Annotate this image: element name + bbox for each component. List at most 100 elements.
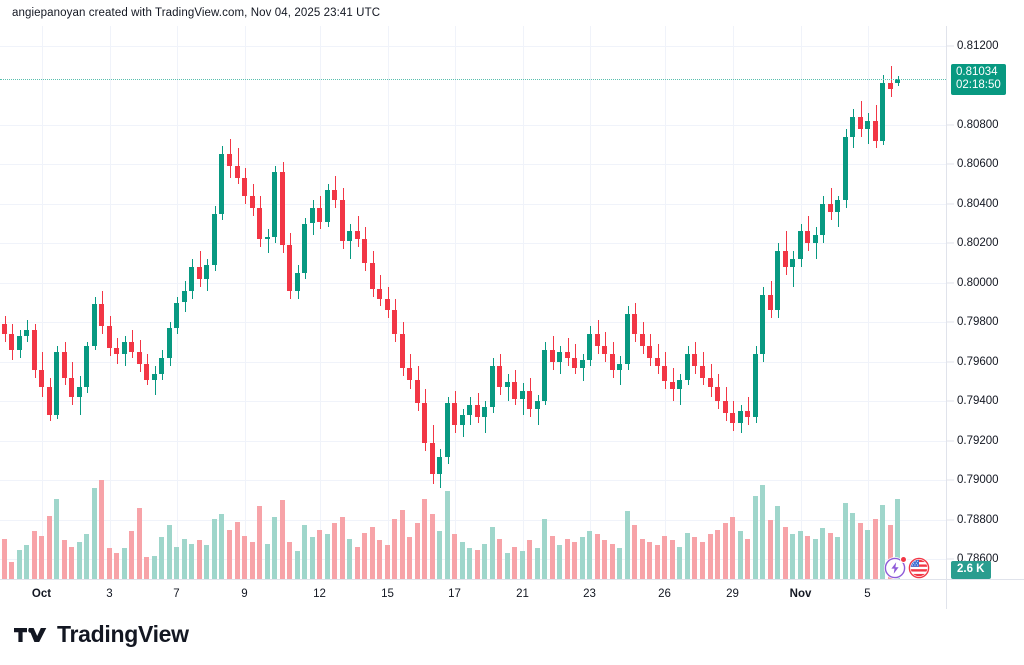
volume-bar — [572, 541, 577, 579]
volume-bar — [415, 523, 420, 579]
candle-wick — [537, 395, 539, 425]
volume-bar — [2, 538, 7, 579]
volume-bar — [452, 534, 457, 579]
candle-body — [587, 334, 592, 360]
volume-bar — [17, 549, 22, 579]
candle-body — [392, 310, 397, 335]
volume-bar — [310, 537, 315, 579]
candle-body — [129, 342, 134, 352]
price-tick-dash — [947, 400, 954, 402]
us-flag-icon[interactable] — [908, 557, 930, 579]
price-tick-label: 0.80400 — [957, 197, 999, 210]
tradingview-logo[interactable]: TradingView — [14, 623, 189, 646]
volume-bar — [542, 518, 547, 579]
volume-bar — [92, 487, 97, 579]
current-price-badge[interactable]: 0.81034 02:18:50 — [951, 63, 1006, 95]
volume-bar — [805, 535, 810, 579]
candle-body — [355, 231, 360, 240]
candle-body — [790, 259, 795, 267]
candle-body — [2, 324, 7, 335]
candle-wick — [349, 223, 351, 260]
time-tick-label: 26 — [658, 588, 671, 600]
volume-bar — [535, 548, 540, 579]
volume-bar — [490, 526, 495, 579]
gridline-vertical — [319, 26, 321, 579]
volume-bar — [437, 531, 442, 579]
volume-bar — [700, 541, 705, 579]
gridline-vertical — [732, 26, 734, 579]
volume-bar — [430, 514, 435, 579]
candle-body — [257, 207, 262, 240]
price-tick-dash — [947, 124, 954, 126]
candle-body — [858, 116, 863, 129]
volume-bar — [422, 498, 427, 579]
candle-body — [835, 199, 840, 212]
candle-body — [535, 401, 540, 410]
volume-bar — [355, 546, 360, 579]
volume-bar — [557, 545, 562, 579]
volume-bar — [257, 506, 262, 579]
candle-body — [880, 83, 885, 141]
candle-body — [512, 381, 517, 400]
gridline-horizontal — [0, 519, 946, 521]
candle-body — [557, 351, 562, 362]
volume-bar — [505, 552, 510, 579]
candle-body — [340, 199, 345, 242]
candle-body — [280, 172, 285, 246]
volume-bar — [69, 546, 74, 579]
candle-body — [610, 353, 615, 370]
volume-bar — [159, 537, 164, 579]
volume-bar — [783, 526, 788, 579]
time-tick-label: 5 — [864, 588, 871, 600]
candle-body — [738, 411, 743, 423]
price-tick-dash — [947, 440, 954, 442]
candle-body — [565, 351, 570, 358]
candle-wick — [890, 65, 892, 98]
volume-bar — [730, 517, 735, 579]
lightning-bolt-icon[interactable] — [884, 556, 907, 579]
candle-body — [708, 377, 713, 388]
candle-body — [137, 351, 142, 364]
candle-body — [542, 349, 547, 402]
candle-body — [745, 411, 750, 418]
volume-bar — [295, 551, 300, 579]
price-tick-label: 0.79600 — [957, 355, 999, 368]
footer: TradingView — [0, 609, 1024, 665]
candle-body — [32, 330, 37, 370]
candle-body — [647, 345, 652, 358]
candlestick-plot — [0, 26, 946, 579]
candle-body — [144, 363, 149, 380]
volume-bar — [835, 537, 840, 579]
candle-body — [768, 294, 773, 311]
candle-body — [377, 288, 382, 299]
time-tick-label: 12 — [313, 588, 326, 600]
candle-body — [460, 415, 465, 425]
volume-bar — [692, 537, 697, 579]
candle-body — [730, 413, 735, 423]
volume-bar — [873, 518, 878, 579]
candle-body — [685, 353, 690, 380]
candle-wick — [679, 373, 681, 406]
price-tick-dash — [947, 45, 954, 47]
candle-body — [385, 298, 390, 311]
volume-bar — [189, 543, 194, 579]
volume-bar — [813, 538, 818, 579]
price-axis[interactable]: 0.81200 0.80800 0.80600 0.80400 0.80200 0.800… — [946, 26, 1024, 579]
volume-bar — [385, 545, 390, 579]
gridline-horizontal — [0, 124, 946, 126]
candle-body — [242, 178, 247, 196]
candle-body — [843, 136, 848, 200]
volume-bar — [250, 541, 255, 579]
candle-body — [617, 363, 622, 370]
candle-body — [159, 357, 164, 374]
chart-pane[interactable] — [0, 26, 946, 579]
time-axis[interactable]: Oct 3 7 9 12 15 17 21 23 26 29 Nov 5 — [0, 579, 1024, 610]
volume-bar — [685, 532, 690, 579]
volume-value-badge[interactable]: 2.6 K — [951, 561, 991, 579]
volume-bar — [760, 484, 765, 579]
candle-body — [430, 442, 435, 475]
candle-body — [47, 387, 52, 416]
gridline-horizontal — [0, 559, 946, 561]
candle-body — [572, 357, 577, 368]
candle-body — [99, 304, 104, 327]
